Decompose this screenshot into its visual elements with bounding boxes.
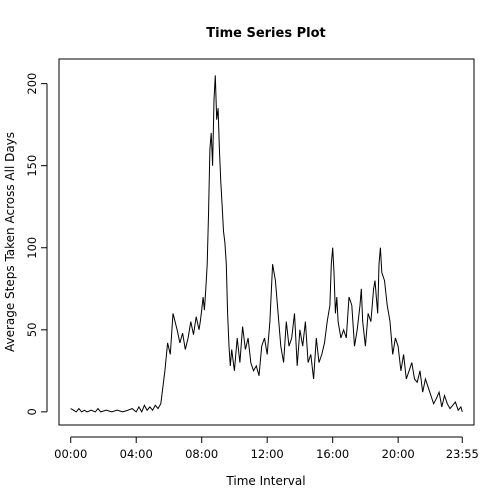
x-tick-label: 23:55 bbox=[446, 447, 479, 461]
y-tick-label: 200 bbox=[25, 73, 39, 95]
x-tick-label: 12:00 bbox=[251, 447, 284, 461]
x-tick-label: 20:00 bbox=[382, 447, 415, 461]
y-tick-label: 0 bbox=[25, 408, 39, 415]
y-tick-label: 50 bbox=[25, 322, 39, 337]
y-tick-label: 150 bbox=[25, 155, 39, 177]
x-tick-label: 16:00 bbox=[316, 447, 349, 461]
x-tick-label: 00:00 bbox=[54, 447, 87, 461]
x-tick-label: 04:00 bbox=[120, 447, 153, 461]
y-axis-label: Average Steps Taken Across All Days bbox=[3, 132, 17, 352]
series-line bbox=[70, 75, 463, 414]
y-axis: 0 50 100 150 200 bbox=[25, 73, 48, 416]
x-tick-label: 08:00 bbox=[185, 447, 218, 461]
x-axis-label: Time Interval bbox=[225, 474, 305, 488]
plot-frame bbox=[58, 58, 475, 426]
x-axis: 00:00 04:00 08:00 12:00 16:00 20:00 23:55 bbox=[54, 436, 479, 461]
chart-title: Time Series Plot bbox=[206, 26, 325, 41]
y-tick-label: 100 bbox=[25, 237, 39, 259]
